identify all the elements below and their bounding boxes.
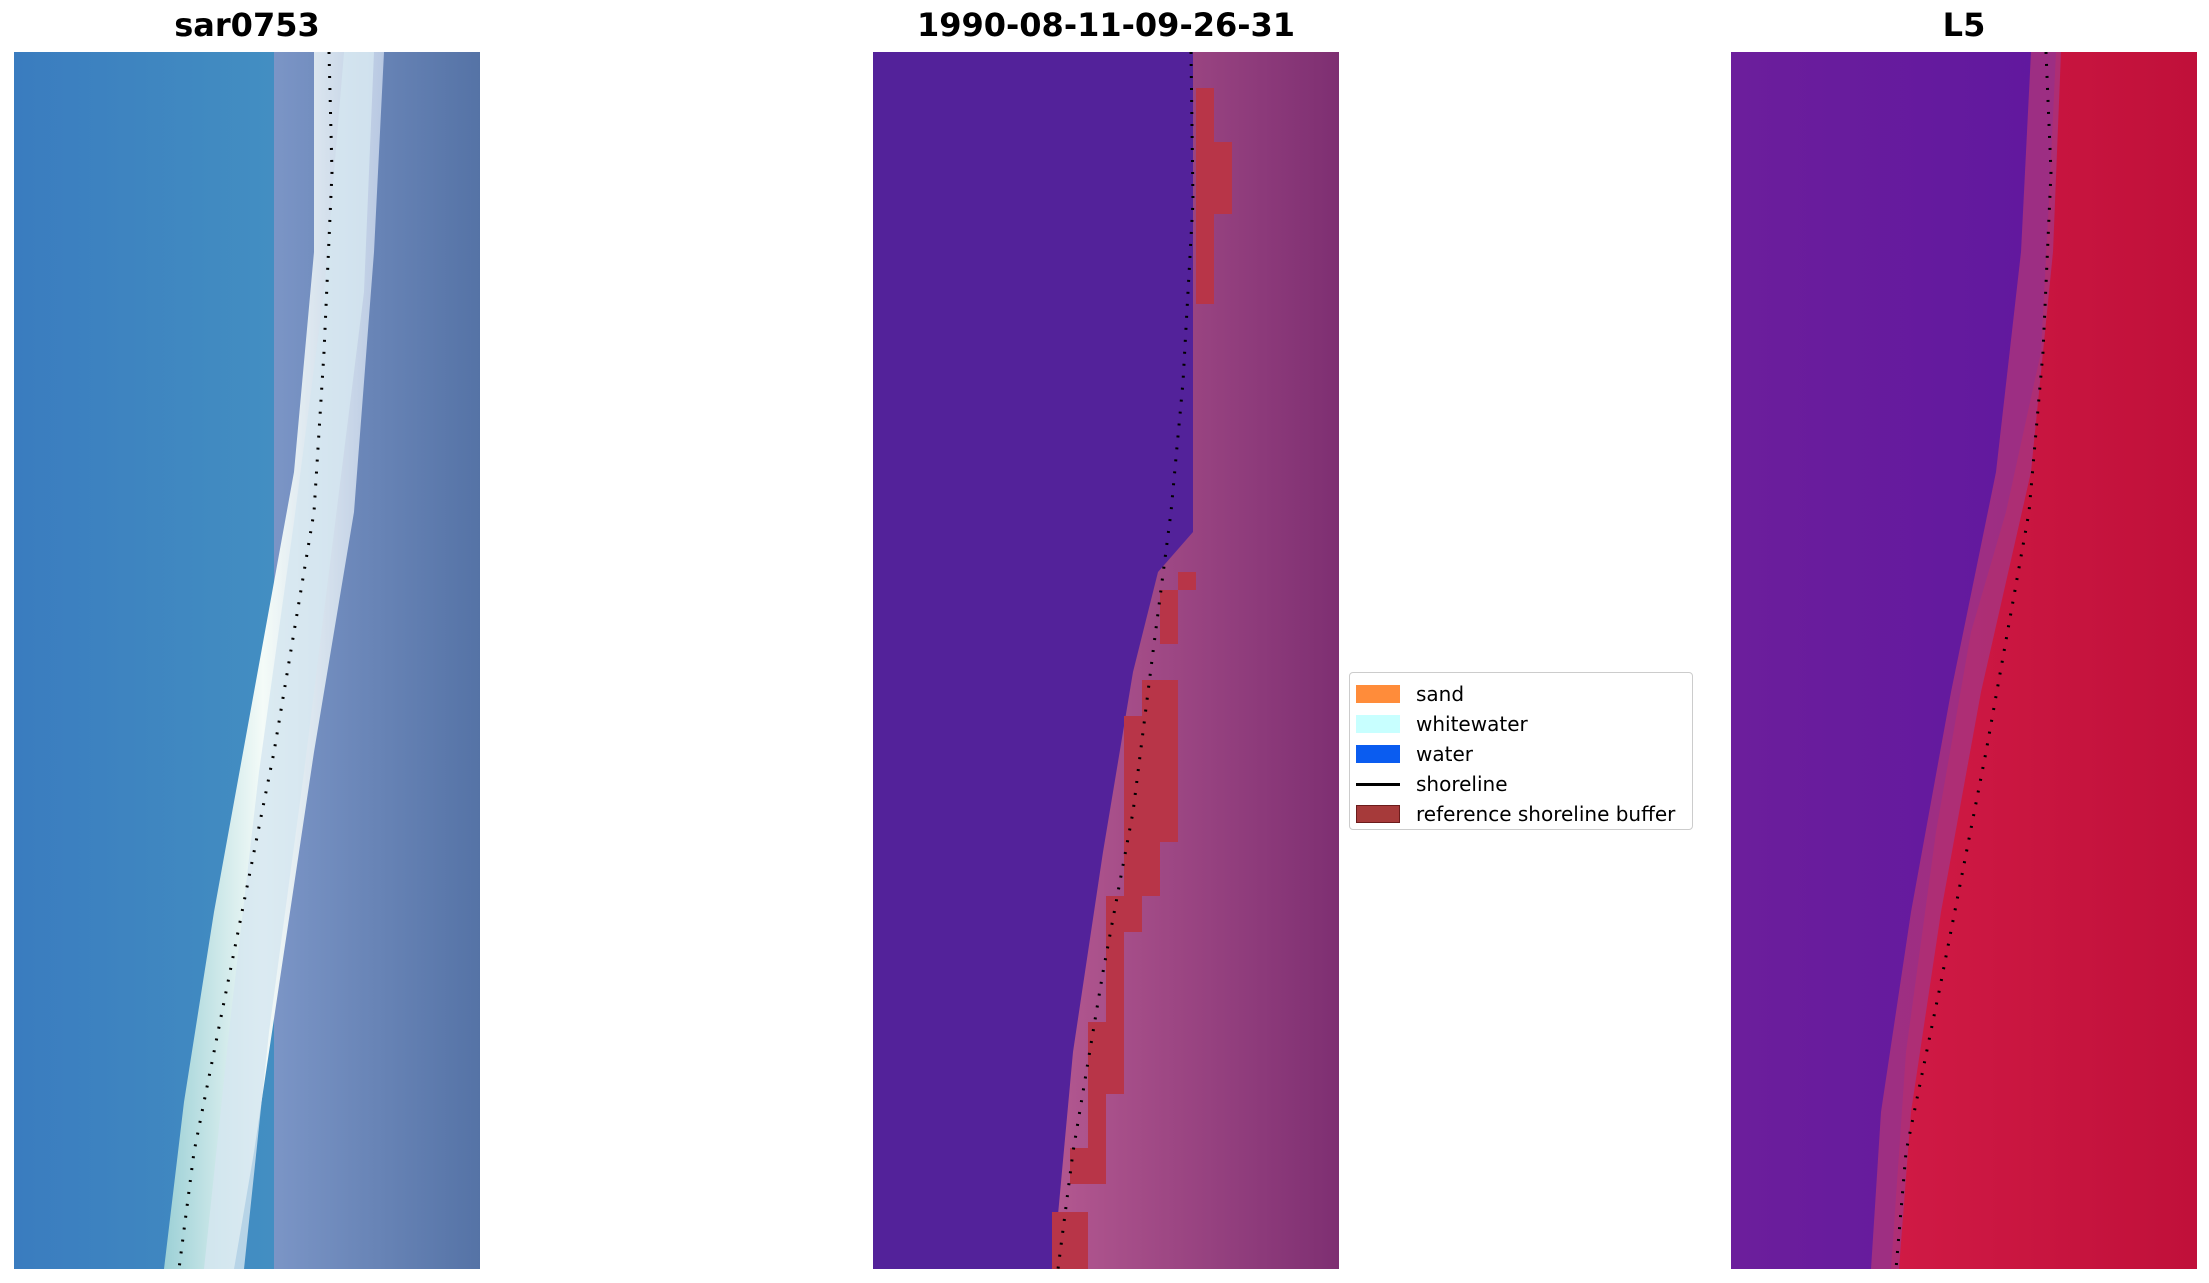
panel-title: L5: [1942, 6, 1986, 44]
legend-label: whitewater: [1416, 712, 1528, 736]
sand-swatch: [1356, 685, 1400, 703]
shoreline-line-swatch: [1356, 782, 1400, 786]
shoreline-line: [1056, 52, 1195, 1269]
classification-image: [873, 52, 1339, 1269]
rgb-satellite-image: [14, 52, 480, 1269]
legend-item-reference-buffer: reference shoreline buffer: [1356, 799, 1692, 829]
rgb-image-canvas: [14, 52, 480, 1269]
panel-title: sar0753: [174, 6, 320, 44]
reference-shoreline-buffer: [1052, 88, 1232, 1269]
legend-item-water: water: [1356, 739, 1692, 769]
legend-label: shoreline: [1416, 772, 1508, 796]
l5-nir-image: [1731, 52, 2197, 1269]
water-swatch: [1356, 745, 1400, 763]
legend-item-whitewater: whitewater: [1356, 709, 1692, 739]
legend-label: water: [1416, 742, 1473, 766]
buffer-swatch: [1356, 805, 1400, 823]
classification-canvas: [873, 52, 1339, 1269]
legend-label: reference shoreline buffer: [1416, 802, 1676, 826]
legend-item-shoreline: shoreline: [1356, 769, 1692, 799]
legend: sand whitewater water shoreline referenc…: [1349, 672, 1693, 830]
whitewater-swatch: [1356, 715, 1400, 733]
l5-image-canvas: [1731, 52, 2197, 1269]
panel-title: 1990-08-11-09-26-31: [916, 6, 1296, 44]
legend-label: sand: [1416, 682, 1465, 706]
legend-item-sand: sand: [1356, 679, 1692, 709]
